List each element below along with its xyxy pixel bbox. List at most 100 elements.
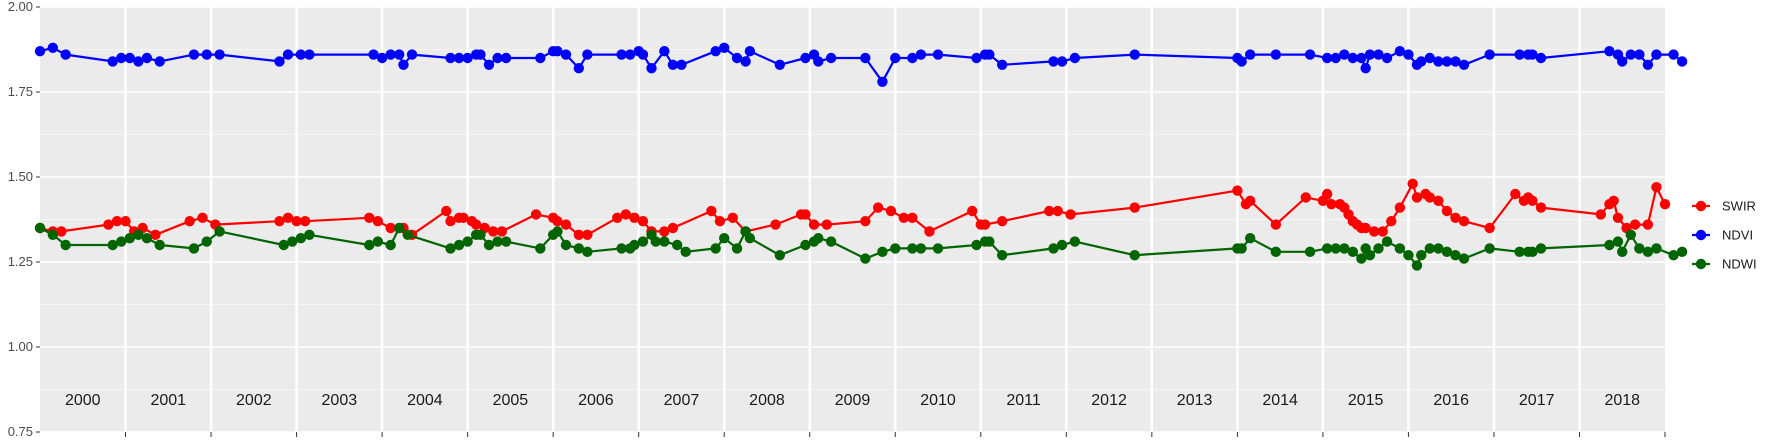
data-point-ndwi	[1458, 253, 1470, 264]
data-point-ndvi	[1617, 56, 1628, 67]
data-point-ndwi	[1356, 253, 1367, 264]
data-point-ndwi	[1339, 243, 1350, 254]
data-point-swir	[714, 216, 726, 227]
data-point-ndwi	[1612, 236, 1624, 247]
data-point-ndvi	[1236, 56, 1247, 67]
year-label: 2003	[322, 392, 358, 409]
data-point-ndvi	[1642, 59, 1654, 70]
year-label: 2016	[1433, 392, 1469, 409]
data-point-swir	[1386, 216, 1397, 227]
data-point-ndwi	[372, 236, 384, 247]
data-point-ndwi	[1347, 246, 1359, 257]
data-point-swir	[1129, 202, 1140, 213]
data-point-ndwi	[1617, 246, 1628, 257]
data-point-swir	[885, 205, 897, 217]
data-point-ndvi	[1514, 49, 1525, 60]
data-point-ndwi	[552, 226, 563, 237]
data-point-swir	[582, 229, 593, 240]
year-label: 2004	[407, 392, 443, 409]
legend-label: NDVI	[1722, 228, 1753, 243]
data-point-swir	[1424, 192, 1436, 203]
data-point-swir	[1270, 219, 1282, 230]
data-point-ndvi	[1394, 46, 1406, 57]
data-point-ndvi	[971, 52, 982, 64]
data-point-swir	[282, 212, 294, 223]
data-point-ndwi	[60, 239, 71, 251]
data-point-ndwi	[582, 246, 593, 257]
data-point-ndwi	[1634, 243, 1645, 254]
data-point-ndwi	[1450, 250, 1461, 261]
year-label: 2000	[65, 392, 101, 409]
data-point-ndvi	[462, 52, 473, 64]
data-point-swir	[496, 226, 508, 237]
data-point-swir	[1369, 226, 1380, 237]
data-point-ndvi	[1330, 52, 1341, 64]
data-point-ndwi	[1642, 246, 1654, 257]
data-point-ndwi	[1604, 239, 1615, 251]
data-point-ndvi	[1356, 52, 1367, 64]
data-point-ndwi	[1069, 236, 1081, 247]
data-point-ndwi	[154, 239, 165, 251]
data-point-swir	[1510, 188, 1521, 200]
year-label: 2007	[664, 392, 700, 409]
data-point-ndwi	[535, 243, 546, 254]
legend-label: NDWI	[1722, 257, 1757, 272]
data-point-ndvi	[1129, 49, 1140, 60]
data-point-ndwi	[394, 222, 405, 234]
data-point-ndwi	[710, 243, 721, 254]
year-label: 2009	[835, 392, 871, 409]
data-point-swir	[573, 229, 585, 240]
data-point-swir	[103, 219, 114, 230]
data-point-ndvi	[304, 49, 315, 60]
data-point-ndvi	[201, 49, 212, 60]
data-point-swir	[1642, 219, 1654, 230]
data-point-ndwi	[1668, 250, 1679, 261]
data-point-swir	[667, 222, 679, 234]
data-point-swir	[727, 212, 738, 223]
data-point-ndvi	[774, 59, 786, 70]
data-point-ndwi	[1514, 246, 1525, 257]
data-point-ndvi	[214, 49, 225, 60]
data-point-ndwi	[890, 243, 901, 254]
data-point-swir	[1394, 202, 1406, 213]
data-point-swir	[1484, 222, 1495, 234]
y-tick-label: 2.00	[8, 0, 33, 14]
data-point-swir	[364, 212, 375, 223]
data-point-ndvi	[932, 49, 944, 60]
data-point-swir	[800, 209, 811, 220]
data-point-ndwi	[1403, 250, 1414, 261]
data-point-swir	[1377, 226, 1388, 237]
data-point-ndvi	[1048, 56, 1059, 67]
data-point-ndwi	[1048, 243, 1059, 254]
data-point-ndvi	[996, 59, 1008, 70]
data-point-ndwi	[1676, 246, 1688, 257]
legend-key-marker	[1695, 258, 1707, 270]
data-point-swir	[385, 222, 396, 234]
data-point-swir	[1433, 195, 1444, 206]
data-point-ndwi	[671, 239, 683, 251]
year-label: 2017	[1519, 392, 1555, 409]
legend-key-marker	[1695, 200, 1707, 212]
data-point-ndwi	[116, 236, 127, 247]
data-point-ndwi	[1321, 243, 1333, 254]
data-point-ndwi	[201, 236, 212, 247]
data-point-ndvi	[394, 49, 405, 60]
y-tick-label: 1.50	[8, 169, 33, 184]
data-point-swir	[1535, 202, 1547, 213]
data-point-ndwi	[188, 243, 200, 254]
data-point-ndvi	[398, 59, 409, 70]
year-label: 2014	[1262, 392, 1298, 409]
data-point-swir	[1629, 219, 1641, 230]
data-point-ndvi	[624, 49, 636, 60]
data-point-swir	[1300, 192, 1311, 203]
data-point-ndwi	[483, 239, 495, 251]
data-point-swir	[1407, 178, 1418, 189]
data-point-swir	[967, 205, 978, 217]
data-point-ndwi	[996, 250, 1008, 261]
data-point-swir	[458, 212, 469, 223]
data-point-ndvi	[560, 49, 572, 60]
year-label: 2011	[1006, 392, 1041, 409]
legend-label: SWIR	[1722, 199, 1756, 214]
data-point-ndwi	[915, 243, 927, 254]
year-label: 2013	[1177, 392, 1213, 409]
